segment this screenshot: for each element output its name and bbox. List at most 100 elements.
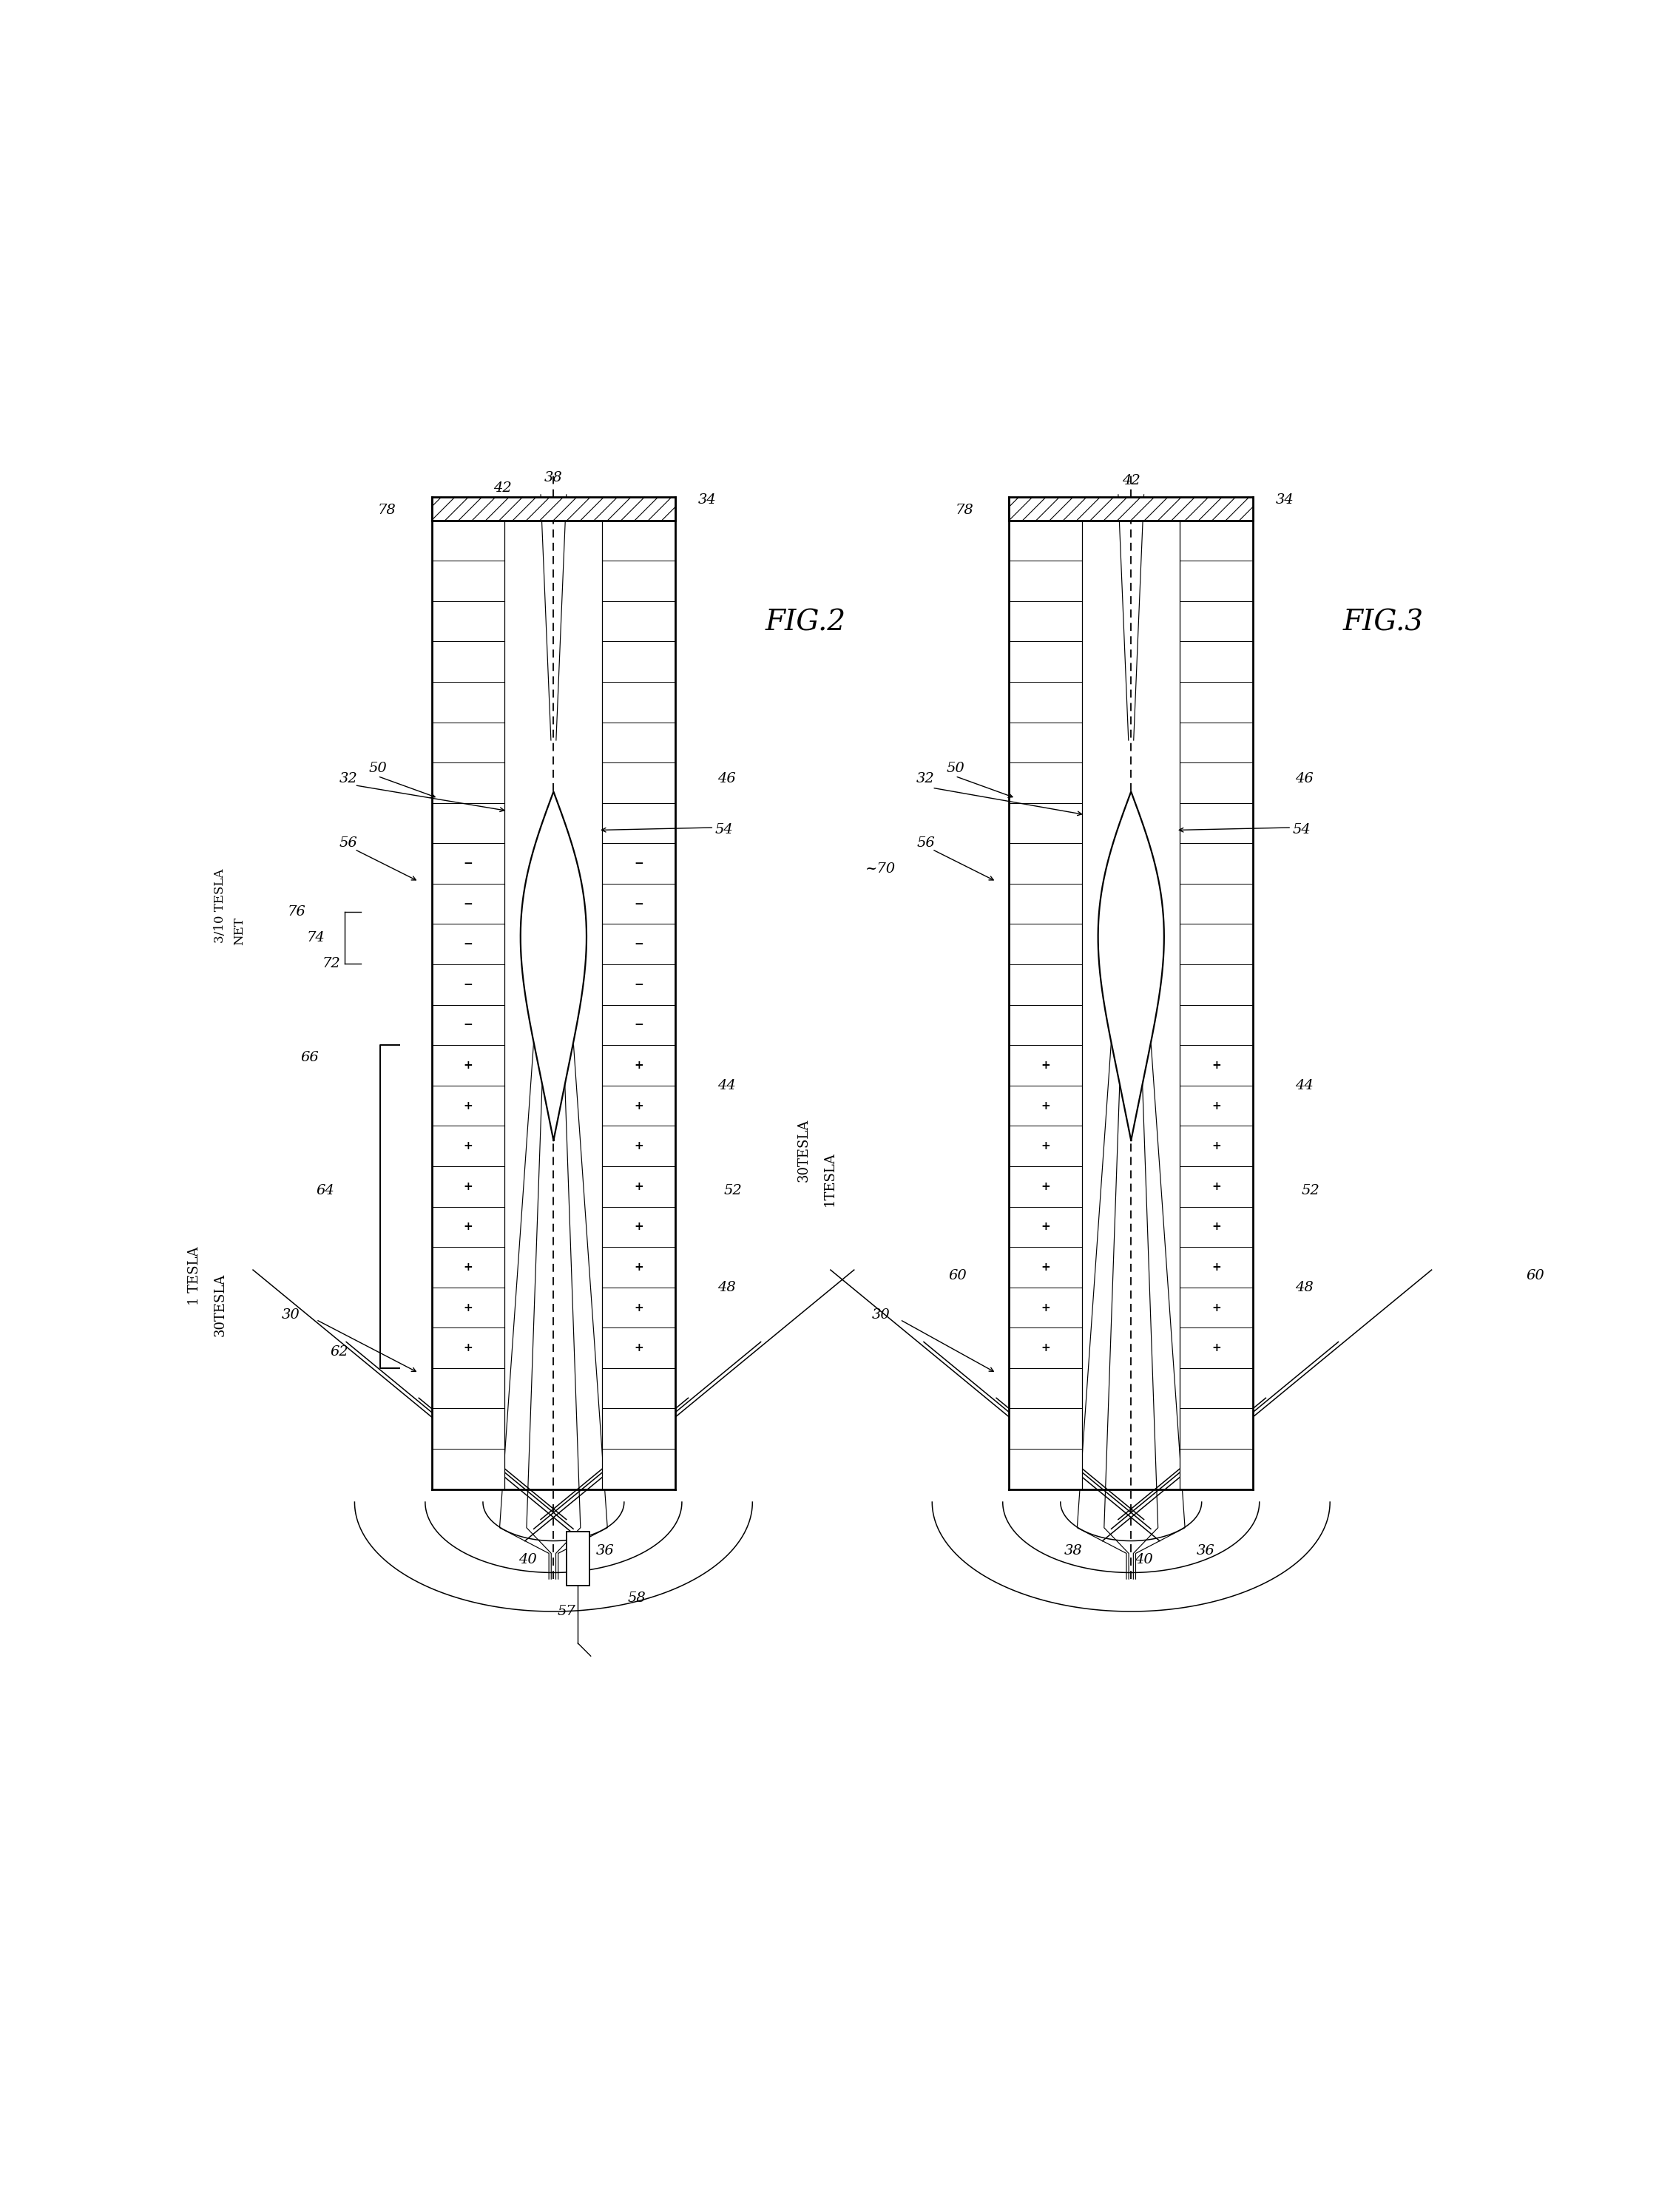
Text: +: + [1042,1343,1050,1354]
Bar [1179,1166,1254,1206]
Bar [1009,520,1083,560]
Text: 32: 32 [339,772,358,785]
Bar [603,925,676,964]
Bar [603,1287,676,1327]
Text: +: + [634,1221,644,1232]
Text: +: + [464,1141,474,1152]
Text: +: + [464,1099,474,1110]
Bar [1009,925,1083,964]
Bar [1179,1248,1254,1287]
Text: 52: 52 [1302,1183,1320,1197]
Text: 3/10 TESLA: 3/10 TESLA [214,869,227,942]
Text: 30TESLA: 30TESLA [214,1274,227,1336]
Text: 64: 64 [316,1183,335,1197]
Text: 36: 36 [596,1544,614,1557]
Text: 54: 54 [715,823,734,836]
Bar [1009,1126,1083,1166]
Text: +: + [464,1181,474,1192]
Bar [1179,1327,1254,1367]
Bar [1179,560,1254,602]
Bar [432,1367,505,1409]
Text: +: + [1042,1060,1050,1071]
Bar [1009,1086,1083,1126]
Bar [432,1126,505,1166]
Text: +: + [1212,1303,1220,1314]
Bar [603,1166,676,1206]
Bar [603,560,676,602]
Bar [1009,1287,1083,1327]
Bar [1009,560,1083,602]
Text: 42: 42 [493,482,512,495]
Text: +: + [1212,1060,1220,1071]
Bar [603,1044,676,1086]
Text: 30TESLA: 30TESLA [797,1119,810,1181]
Text: +: + [1042,1141,1050,1152]
Text: −: − [464,938,474,949]
Text: 30: 30 [282,1307,300,1321]
Text: +: + [1042,1099,1050,1110]
Text: −: − [634,1020,644,1031]
Text: 38: 38 [1065,1544,1083,1557]
Text: +: + [464,1343,474,1354]
Bar [1009,721,1083,763]
Text: 30: 30 [871,1307,889,1321]
Bar [603,1126,676,1166]
Bar [1009,498,1254,520]
Bar [603,964,676,1004]
Text: −: − [634,980,644,991]
Text: 50: 50 [946,761,964,774]
Bar [1009,681,1083,721]
Bar [1179,843,1254,883]
Text: −: − [464,858,474,869]
Bar [603,602,676,641]
Bar [1179,1449,1254,1489]
Bar [603,1367,676,1409]
Text: +: + [634,1060,644,1071]
Text: 34: 34 [699,493,717,507]
Bar [1179,1126,1254,1166]
Text: 40: 40 [1134,1553,1153,1566]
Bar [1179,641,1254,681]
Bar [603,1327,676,1367]
Text: 66: 66 [300,1051,320,1064]
Bar [432,803,505,843]
Text: 48: 48 [1295,1281,1313,1294]
Bar [603,721,676,763]
Text: 1 TESLA: 1 TESLA [187,1248,200,1305]
Bar [432,560,505,602]
Text: 56: 56 [916,836,936,849]
Text: 52: 52 [724,1183,742,1197]
Bar [432,925,505,964]
Bar [1179,1367,1254,1409]
Bar [603,803,676,843]
Text: 46: 46 [717,772,735,785]
Text: 58: 58 [628,1593,646,1606]
Bar [1179,925,1254,964]
Bar [603,1206,676,1248]
Text: 76: 76 [288,905,306,918]
Text: ~70: ~70 [866,863,896,876]
Bar [603,843,676,883]
Text: +: + [1212,1221,1220,1232]
Text: 50: 50 [369,761,388,774]
Bar [432,1086,505,1126]
Text: +: + [634,1181,644,1192]
Bar [1179,721,1254,763]
Text: 78: 78 [956,504,974,518]
Text: +: + [1042,1303,1050,1314]
Bar [432,1449,505,1489]
Bar [566,1531,590,1586]
Bar [432,1004,505,1044]
Bar [1009,1248,1083,1287]
Text: +: + [1212,1099,1220,1110]
Bar [1009,641,1083,681]
Text: −: − [634,938,644,949]
Text: +: + [1042,1221,1050,1232]
Bar [1009,843,1083,883]
Bar [432,1248,505,1287]
Text: 40: 40 [518,1553,537,1566]
Polygon shape [520,792,586,1141]
Text: 60: 60 [949,1270,967,1283]
Bar [603,763,676,803]
Text: +: + [634,1303,644,1314]
